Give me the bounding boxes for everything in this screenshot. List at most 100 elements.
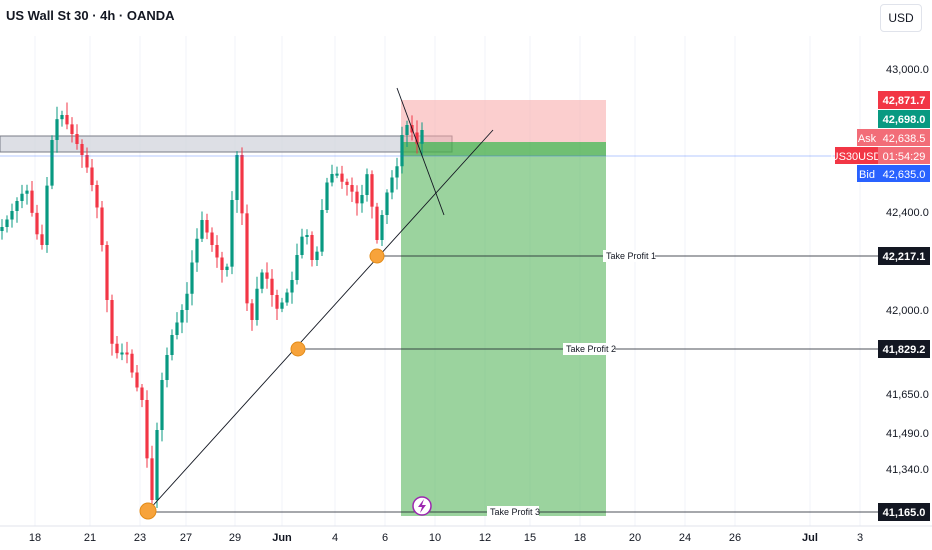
candle-body [350,185,354,192]
x-tick-label: 29 [229,532,241,544]
swing-low-marker-1[interactable] [369,248,385,264]
candle-body [190,262,194,294]
candles [0,102,424,508]
svg-text:42,698.0: 42,698.0 [883,114,926,126]
x-tick-label: 21 [84,532,96,544]
stop-loss-zone [401,100,606,142]
candle-body [360,195,364,204]
x-tick-label: 10 [429,532,441,544]
candle-body [10,211,14,220]
svg-text:42,871.7: 42,871.7 [883,95,926,107]
x-tick-label: 27 [180,532,192,544]
x-tick-label: 20 [629,532,641,544]
candle-body [155,430,159,500]
candle-body [195,238,199,263]
candle-body [50,140,54,186]
svg-text:42,217.1: 42,217.1 [883,251,926,263]
candle-body [270,278,274,295]
candle-body [375,206,379,240]
x-tick-label: 15 [524,532,536,544]
candle-body [145,400,149,459]
candle-body [95,185,99,208]
candle-body [370,174,374,207]
x-tick-label: 4 [332,532,338,544]
candle-body [400,135,404,167]
candle-body [35,212,39,235]
candle-body [40,234,44,245]
svg-text:42,635.0: 42,635.0 [883,169,926,181]
tp1-price-tag: 42,217.1 [878,247,930,265]
candle-body [150,458,154,500]
symbol-tag: US30USD 01:54:29 [831,147,930,164]
candle-body [225,266,229,270]
candle-body [70,124,74,134]
swing-low-marker-2[interactable] [290,341,306,357]
candle-body [330,174,334,183]
svg-text:01:54:29: 01:54:29 [883,151,926,163]
candle-body [310,235,314,260]
candle-body [160,380,164,430]
candle-body [180,310,184,323]
candle-body [395,166,399,178]
tp1-label: Take Profit 1 [606,251,656,261]
candle-body [135,372,139,388]
candle-body [105,245,109,300]
candle-body [240,155,244,214]
swing-low-marker-3[interactable] [139,502,157,520]
candle-body [245,213,249,304]
x-tick-label: 24 [679,532,691,544]
y-tick-label: 41,340.0 [886,464,929,476]
candle-body [60,115,64,120]
svg-text:42,638.5: 42,638.5 [883,133,926,145]
candle-body [125,352,129,355]
y-tick-label: 42,400.0 [886,207,929,219]
chart-title: US Wall St 30 · 4h · OANDA [6,8,175,23]
x-tick-label: 26 [729,532,741,544]
candle-body [340,173,344,182]
candle-body [300,236,304,255]
candle-body [165,355,169,380]
breakout-line[interactable] [396,87,445,216]
candle-body [275,295,279,309]
candle-body [235,155,239,200]
candle-body [230,200,234,267]
candle-body [65,115,69,125]
x-tick-label: Jun [272,532,292,544]
y-tick-label: 41,490.0 [886,428,929,440]
candle-body [130,353,134,373]
ascending-trendline[interactable] [147,129,494,512]
x-axis-labels[interactable]: 18 21 23 27 29 Jun 4 6 10 12 15 18 20 24 26 Jul 3 [29,532,863,544]
x-tick-label: 3 [857,532,863,544]
x-tick-label: 18 [574,532,586,544]
candle-body [30,190,34,213]
candle-body [75,134,79,144]
candle-body [15,201,19,211]
candle-body [355,191,359,204]
candle-body [290,280,294,293]
candle-body [0,227,4,231]
candle-body [325,182,329,210]
resistance-zone [0,135,453,153]
tp1-label-bg [603,250,655,262]
tp2-label-bg [563,343,615,355]
candle-body [45,185,49,245]
lightning-icon[interactable] [412,496,432,516]
bid-tag: Bid 42,635.0 [857,165,930,182]
candle-body [295,255,299,280]
profit-zone [401,156,606,516]
candle-body [200,220,204,239]
stop-price-tag: 42,871.7 [878,91,930,109]
candle-body [215,245,219,258]
y-tick-label: 43,000.0 [886,64,929,76]
currency-button[interactable]: USD [880,4,922,32]
tp3-price-tag: 41,165.0 [878,503,930,521]
candle-body [115,343,119,354]
candle-body [250,303,254,320]
price-axis[interactable] [878,36,932,526]
candle-body [390,177,394,193]
candle-body [320,210,324,252]
entry-zone [401,142,606,156]
candle-body [260,272,264,289]
tp2-price-tag: 41,829.2 [878,340,930,358]
